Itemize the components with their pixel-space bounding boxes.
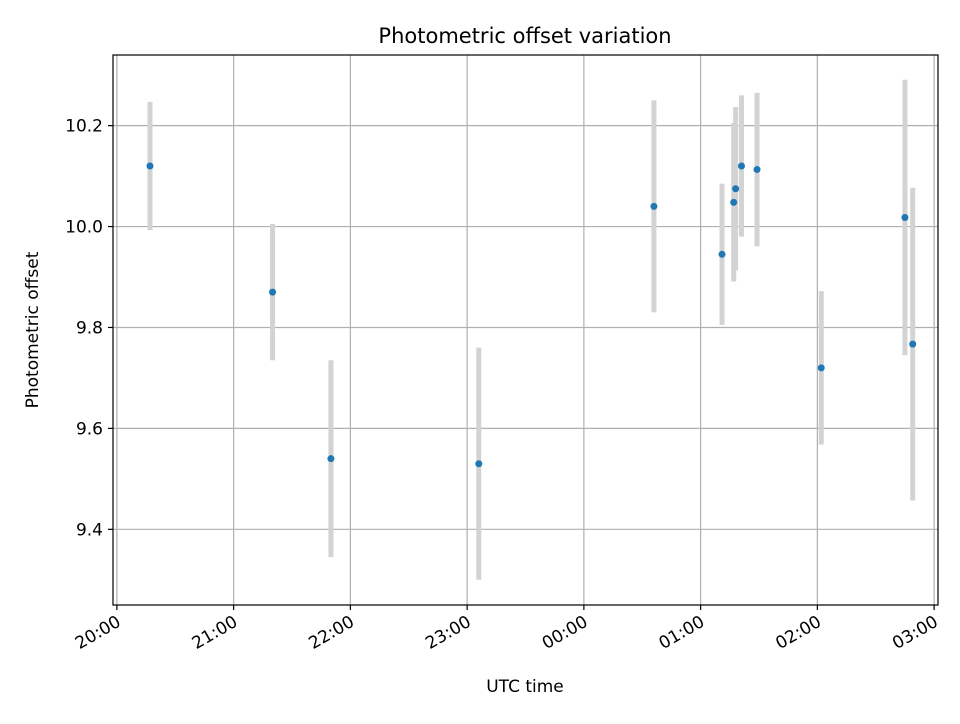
data-point — [146, 162, 154, 170]
data-point — [753, 166, 761, 174]
data-point — [737, 162, 745, 170]
data-point — [909, 340, 917, 348]
data-point — [269, 288, 277, 296]
data-point — [475, 460, 483, 468]
data-point — [730, 198, 738, 206]
y-tick-label: 10.2 — [65, 117, 103, 137]
data-point — [327, 455, 335, 463]
y-tick-label: 9.8 — [76, 318, 103, 338]
data-point — [650, 202, 658, 210]
chart-title: Photometric offset variation — [378, 24, 671, 48]
y-tick-label: 9.4 — [76, 520, 103, 540]
grid — [113, 55, 938, 605]
plot-frame — [112, 54, 939, 606]
data-point — [817, 364, 825, 372]
y-tick-label: 10.0 — [65, 218, 103, 238]
y-tick-label: 9.6 — [76, 419, 103, 439]
y-axis-label: Photometric offset — [23, 251, 43, 408]
data-point — [732, 185, 740, 193]
x-axis-label: UTC time — [486, 677, 564, 697]
data-point — [718, 250, 726, 258]
data-points — [146, 162, 917, 468]
data-point — [901, 213, 909, 221]
